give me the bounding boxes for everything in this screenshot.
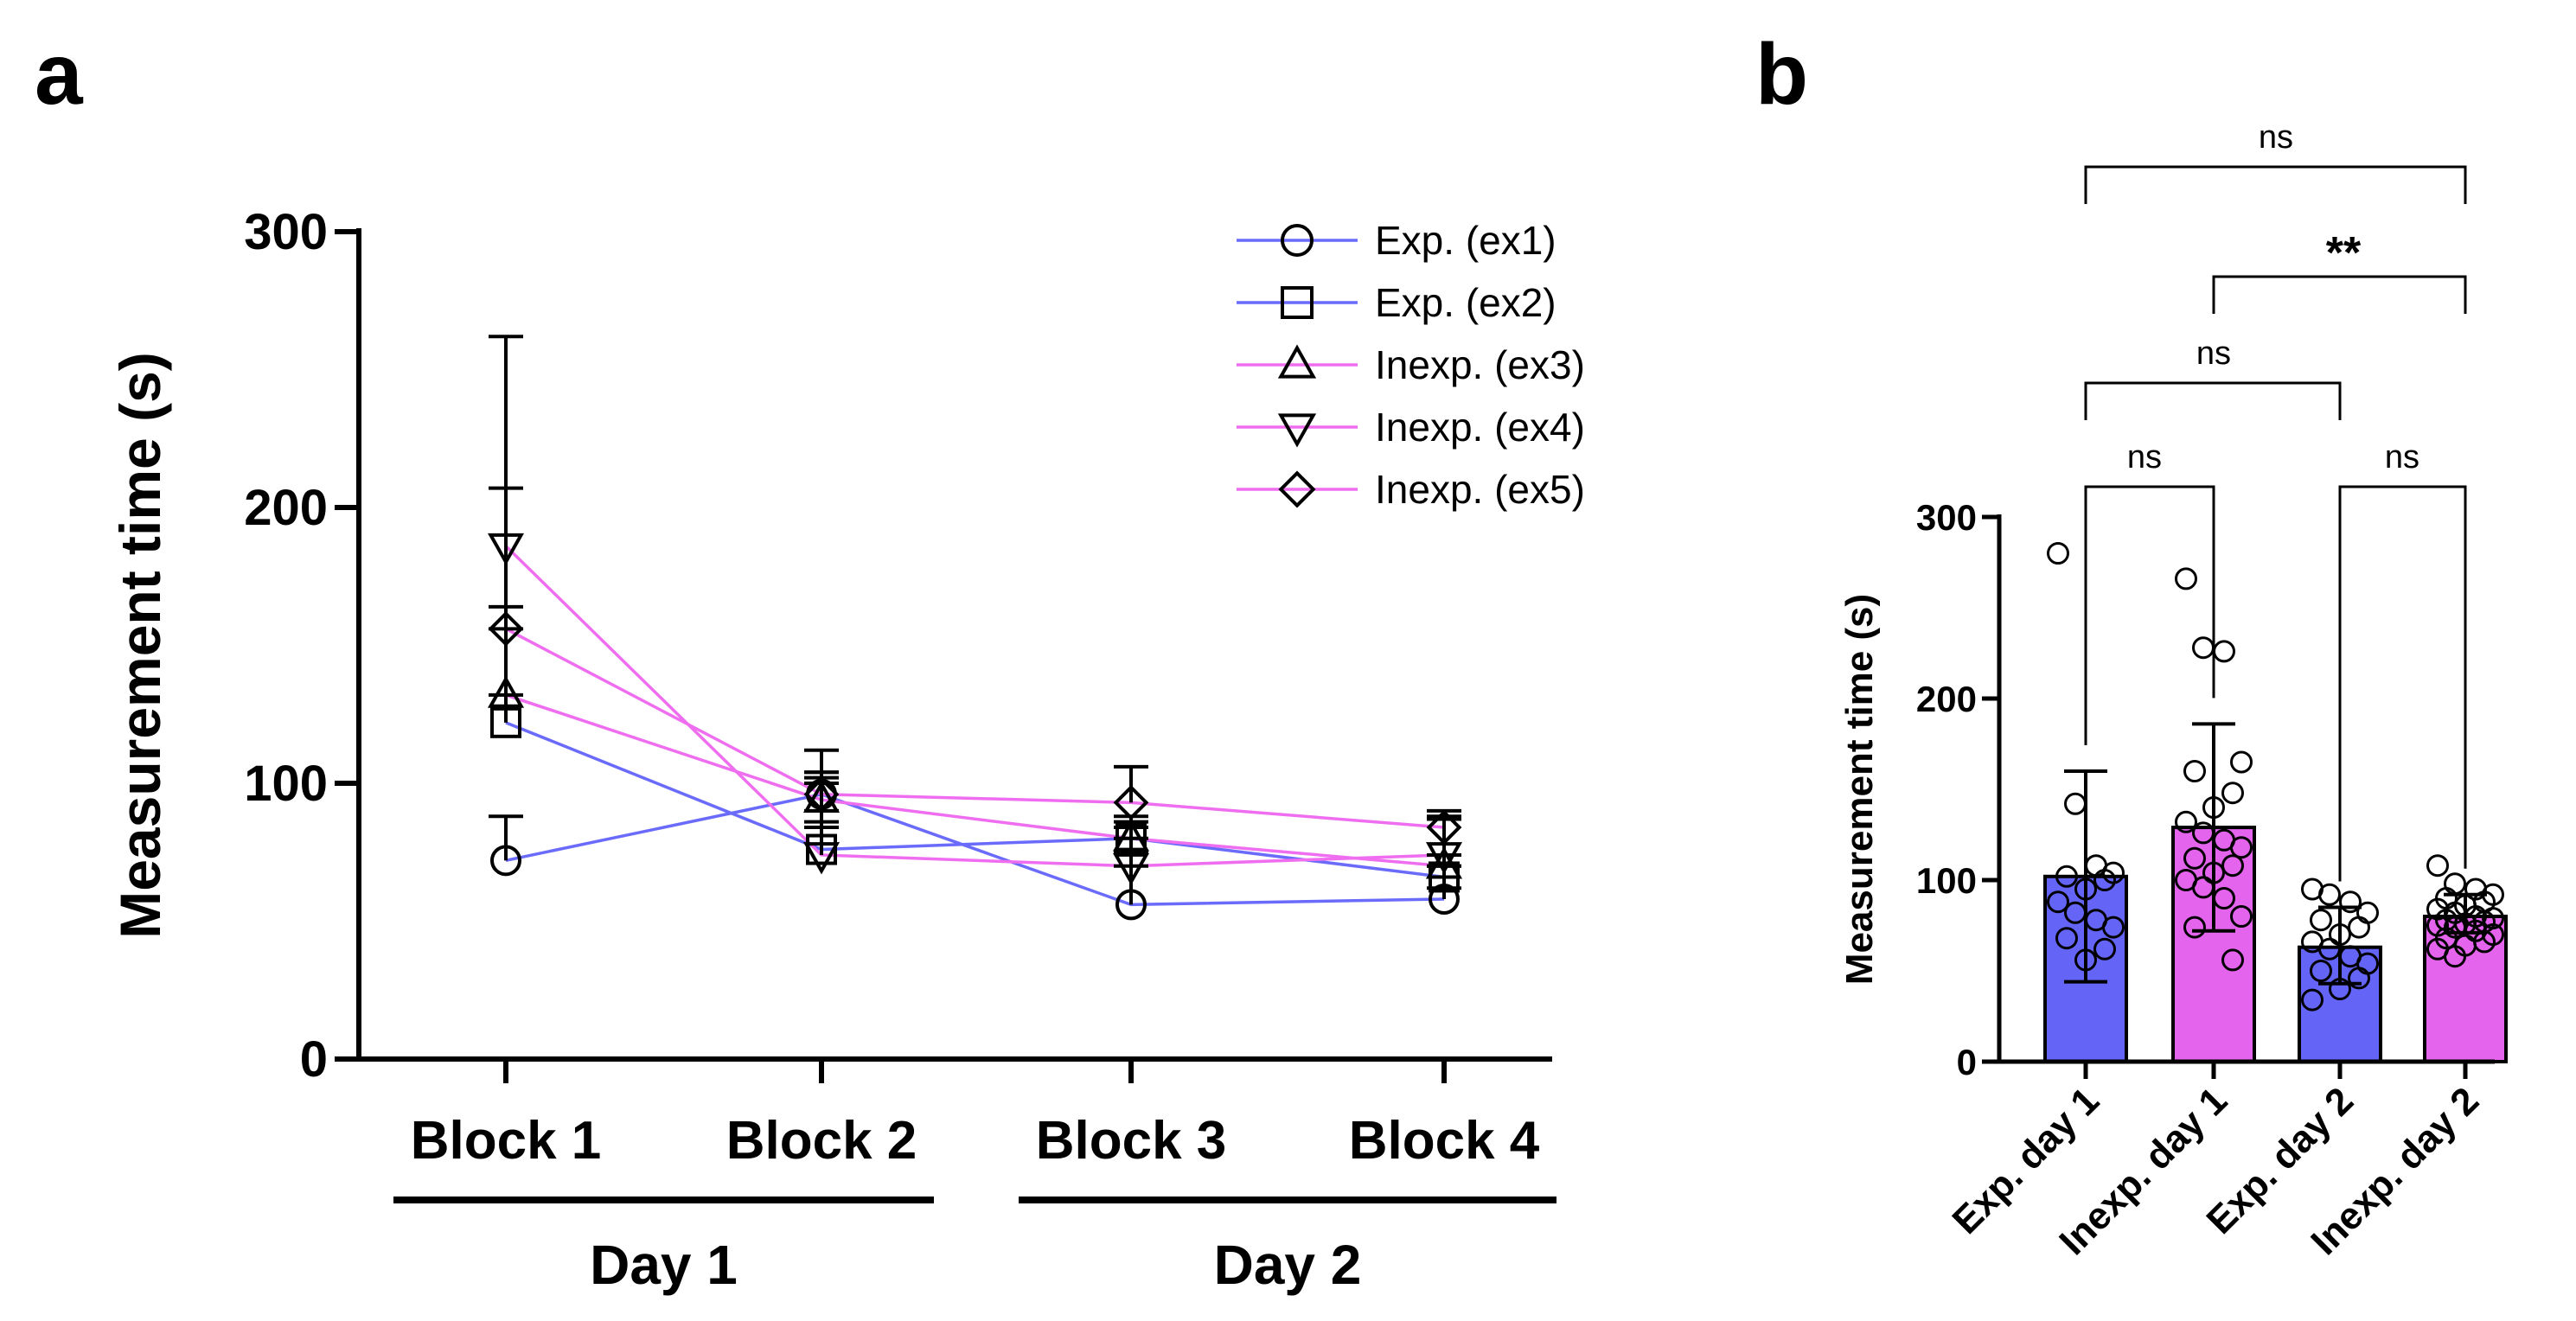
data-point (802, 842, 841, 875)
legend-marker (1277, 344, 1317, 379)
data-point (2055, 865, 2078, 888)
data-point (803, 776, 840, 813)
data-point (2102, 916, 2125, 939)
significance-bracket (2338, 485, 2467, 882)
data-point (2093, 937, 2116, 960)
data-point (2192, 636, 2215, 660)
data-point (2301, 988, 2324, 1011)
significance-label: ns (2259, 119, 2293, 156)
data-point (2047, 542, 2069, 565)
data-point (2444, 945, 2466, 968)
data-point (2444, 872, 2466, 896)
x-tick-label: Block 1 (411, 1111, 602, 1171)
data-point (2093, 869, 2116, 891)
x-tick-label: Block 2 (726, 1111, 917, 1171)
data-point (2183, 916, 2206, 939)
series-line (505, 627, 1445, 829)
y-tick-label: 100 (1916, 860, 1977, 901)
data-point (2175, 810, 2197, 833)
data-point (2318, 883, 2341, 906)
data-point (2230, 750, 2253, 774)
group-label: Day 2 (1214, 1234, 1362, 1296)
y-tick-label: 300 (244, 204, 328, 260)
data-point (2047, 890, 2069, 914)
data-point (1425, 846, 1463, 879)
data-point (1115, 889, 1147, 921)
data-point (2230, 836, 2253, 859)
legend-marker (1278, 470, 1316, 508)
data-point (2221, 854, 2244, 877)
data-point (490, 706, 521, 738)
significance-bracket (2212, 275, 2467, 314)
data-point (2055, 927, 2078, 950)
bar (2423, 915, 2508, 1063)
y-axis-title: Measurement time (s) (1838, 594, 1881, 985)
legend-label: Exp. (ex2) (1375, 280, 1556, 325)
legend-marker (1281, 286, 1314, 319)
data-point (2348, 967, 2370, 990)
legend-marker (1281, 224, 1314, 257)
data-point (2183, 846, 2206, 870)
series-line (505, 721, 1445, 879)
data-point (2310, 909, 2332, 932)
panel-a-letter: a (35, 26, 84, 123)
significance-bracket (2084, 165, 2467, 204)
y-tick-label: 100 (244, 756, 328, 812)
significance-label: ** (2326, 228, 2362, 278)
data-point (487, 675, 525, 708)
data-point (2213, 640, 2235, 663)
data-point (2310, 960, 2332, 982)
data-point (2339, 890, 2362, 914)
data-point (2221, 948, 2244, 972)
data-point (2426, 854, 2449, 877)
data-point (2230, 905, 2253, 928)
data-point (2348, 916, 2370, 939)
data-point (2175, 567, 2197, 590)
legend-label: Inexp. (ex5) (1375, 467, 1585, 512)
y-tick-label: 0 (1957, 1042, 1977, 1082)
y-tick-label: 300 (1916, 497, 1977, 538)
data-point (2221, 782, 2244, 805)
y-tick-label: 200 (244, 480, 328, 536)
group-label: Day 1 (590, 1234, 738, 1296)
line-chart: 0 100 200 300 Measurement time (s) Block 1 Blo… (108, 204, 1585, 1296)
panel-b-letter: b (1755, 26, 1808, 123)
data-point (1426, 809, 1462, 846)
data-point (1112, 819, 1150, 852)
legend-label: Inexp. (ex3) (1375, 342, 1585, 387)
series-line (505, 792, 1445, 907)
data-point (1429, 883, 1460, 915)
x-tick-label: Block 4 (1349, 1111, 1540, 1171)
data-point (490, 845, 521, 877)
series-line (505, 693, 1445, 868)
data-point (2183, 760, 2206, 782)
significance-bracket (2084, 381, 2342, 420)
legend-label: Exp. (ex1) (1375, 218, 1556, 263)
significance-label: ns (2196, 335, 2231, 372)
data-point (488, 610, 524, 647)
series-line (504, 545, 1445, 868)
y-axis-title: Measurement time (s) (108, 352, 172, 939)
y-tick-label: 0 (300, 1031, 328, 1088)
significance-label: ns (2385, 439, 2419, 475)
x-tick-label: Block 3 (1036, 1111, 1227, 1171)
data-point (1113, 784, 1149, 820)
significance-label: ns (2127, 439, 2162, 475)
significance-bracket (2084, 485, 2215, 745)
data-point (1112, 852, 1150, 886)
legend-label: Inexp. (ex4) (1375, 405, 1585, 450)
legend-marker (1277, 413, 1317, 448)
data-point (487, 533, 525, 566)
y-tick-label: 200 (1916, 679, 1977, 719)
data-point (2064, 792, 2087, 815)
